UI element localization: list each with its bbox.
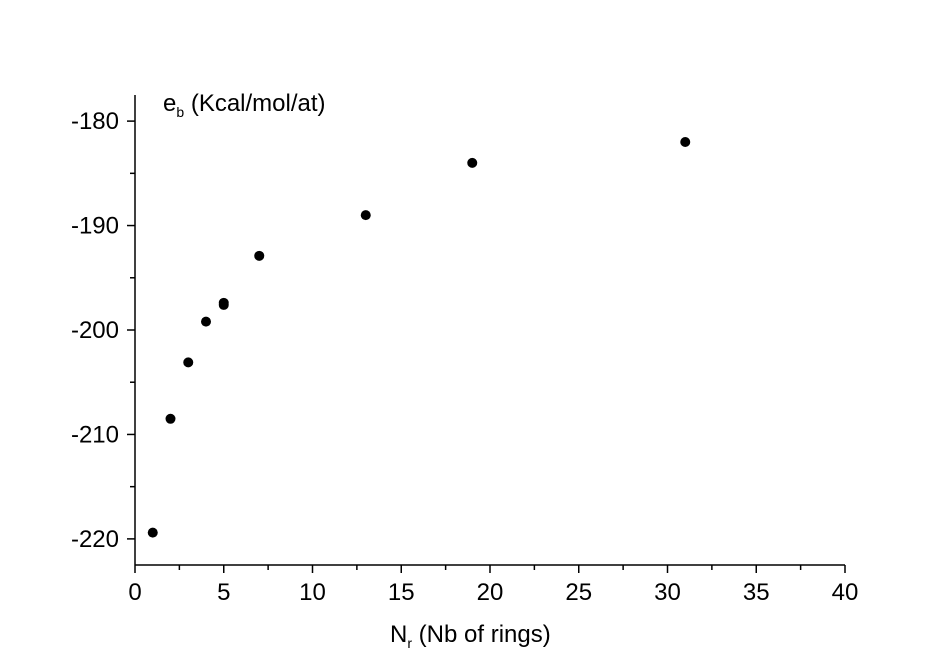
data-point [183, 357, 194, 368]
x-axis-title-main: N [390, 621, 407, 648]
y-ticks: -220 -210 -200 -190 -180 [71, 108, 135, 553]
x-axis-title-rest: (Nb of rings) [412, 621, 551, 648]
y-tick-label: -180 [71, 108, 119, 135]
x-tick-label: 35 [743, 579, 770, 606]
x-tick-label: 15 [388, 579, 415, 606]
y-axis-title-main: e [163, 90, 176, 117]
x-tick-label: 5 [217, 579, 230, 606]
data-point [467, 157, 478, 168]
axes [134, 95, 845, 566]
data-point [218, 297, 229, 308]
x-ticks: 0 5 10 15 20 25 30 35 40 [128, 565, 858, 606]
y-axis-title: eb (Kcal/mol/at) [163, 90, 326, 120]
data-point [147, 527, 158, 538]
x-tick-label: 40 [832, 579, 859, 606]
y-tick-label: -210 [71, 421, 119, 448]
data-points [147, 137, 691, 538]
x-tick-label: 25 [565, 579, 592, 606]
data-point [201, 316, 211, 327]
y-axis-title-subscript: b [176, 104, 184, 120]
y-axis-title-rest: (Kcal/mol/at) [184, 90, 325, 117]
x-tick-label: 10 [299, 579, 326, 606]
x-tick-label: 0 [128, 579, 141, 606]
y-tick-label: -190 [71, 213, 119, 240]
x-axis-title-subscript: r [407, 635, 412, 651]
x-axis-title: Nr (Nb of rings) [390, 621, 551, 651]
y-tick-label: -220 [71, 526, 119, 553]
data-point [165, 413, 176, 424]
x-tick-label: 30 [654, 579, 681, 606]
data-point [680, 137, 691, 147]
data-point [360, 210, 371, 221]
y-tick-label: -200 [71, 317, 119, 344]
x-tick-label: 20 [477, 579, 504, 606]
data-point [254, 250, 265, 261]
